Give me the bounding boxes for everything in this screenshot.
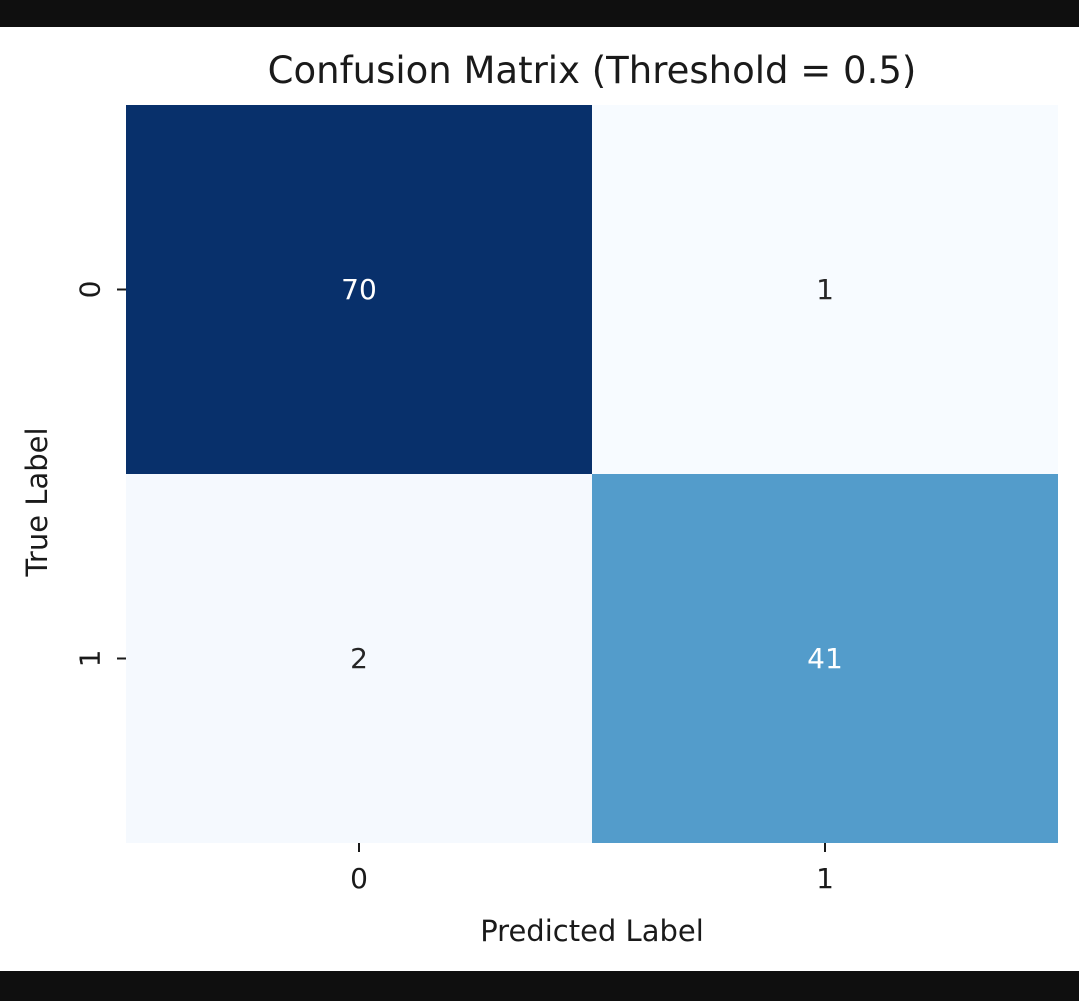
y-axis-ticks: 01: [74, 281, 126, 668]
figure-canvas: Confusion Matrix (Threshold = 0.5) 70 1 2 4…: [0, 27, 1079, 971]
y-tick-label-1: 1: [74, 650, 107, 668]
x-axis-label: Predicted Label: [480, 914, 704, 948]
heatmap-cell-1-1: [592, 474, 1058, 843]
confusion-matrix-chart: Confusion Matrix (Threshold = 0.5) 70 1 2 4…: [20, 49, 1058, 948]
chart-title: Confusion Matrix (Threshold = 0.5): [268, 49, 917, 92]
x-tick-label-1: 1: [816, 862, 834, 895]
cell-value-label-1-1: 41: [807, 642, 843, 675]
heatmap-cells: [126, 105, 1058, 843]
x-tick-label-0: 0: [350, 862, 368, 895]
heatmap-cell-0-1: [592, 105, 1058, 474]
cell-value-labels: 70 1 2 41: [341, 273, 843, 675]
heatmap-cell-1-0: [126, 474, 592, 843]
cell-value-label-1-0: 2: [350, 642, 368, 675]
y-tick-label-0: 0: [74, 281, 107, 299]
cell-value-label-0-0: 70: [341, 273, 377, 306]
y-axis-label: True Label: [20, 427, 54, 577]
cell-value-label-0-1: 1: [816, 273, 834, 306]
heatmap-cell-0-0: [126, 105, 592, 474]
